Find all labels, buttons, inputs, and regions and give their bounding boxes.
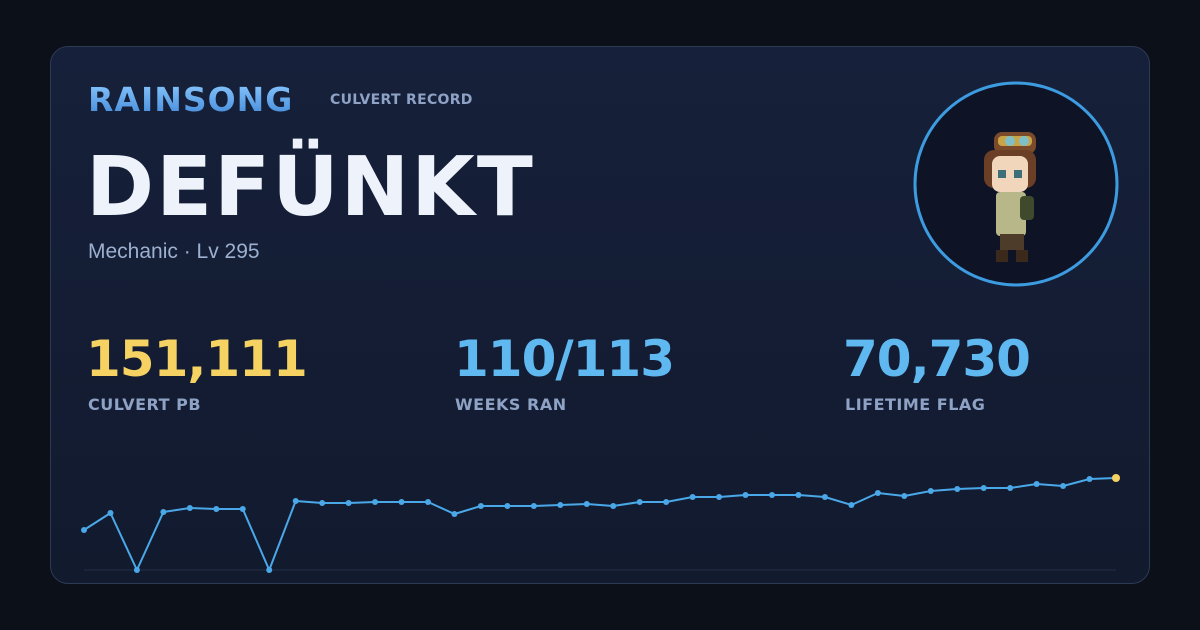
data-point — [663, 498, 670, 505]
sparkline — [83, 477, 1117, 571]
data-point — [372, 498, 379, 505]
data-point — [213, 505, 220, 512]
data-point — [530, 503, 537, 510]
data-point — [716, 494, 723, 501]
stat-value: 70,730 — [843, 330, 1031, 388]
data-point — [1033, 480, 1040, 487]
player-meta: Mechanic · Lv 295 — [88, 240, 260, 263]
data-point — [266, 567, 273, 573]
data-point — [583, 501, 590, 508]
data-point — [795, 491, 802, 498]
data-point — [319, 500, 326, 507]
data-point — [954, 486, 961, 493]
data-point — [821, 494, 828, 501]
data-point — [292, 498, 299, 505]
data-point — [980, 484, 987, 491]
data-point — [1112, 474, 1120, 482]
data-point — [133, 567, 140, 573]
data-point — [1086, 475, 1093, 482]
data-point — [848, 501, 855, 508]
data-point — [477, 503, 484, 510]
data-point — [557, 501, 564, 508]
player-name: DEFÜNKT — [86, 140, 535, 235]
data-point — [504, 503, 511, 510]
brand: RAINSONG — [88, 80, 294, 119]
data-point — [1060, 482, 1067, 489]
data-point — [186, 505, 193, 512]
data-point — [769, 491, 775, 498]
data-point — [742, 491, 749, 498]
data-point — [689, 494, 696, 501]
data-point — [345, 500, 352, 507]
subtitle: CULVERT RECORD — [330, 92, 473, 108]
data-point — [610, 503, 617, 510]
stat-label: CULVERT PB — [88, 395, 202, 414]
data-point — [901, 493, 908, 500]
data-point — [451, 510, 458, 517]
data-point — [927, 487, 934, 494]
data-point — [160, 508, 167, 515]
avatar — [913, 81, 1119, 287]
data-point — [81, 527, 87, 534]
stat-value: 110/113 — [454, 330, 675, 388]
stat-label: WEEKS RAN — [455, 395, 567, 414]
data-point — [239, 505, 246, 512]
stat-value: 151,111 — [86, 330, 308, 388]
data-point — [636, 498, 643, 505]
data-point — [425, 498, 431, 505]
data-point — [874, 489, 881, 496]
data-point — [398, 498, 405, 505]
data-point — [1007, 484, 1014, 491]
stat-label: LIFETIME FLAG — [845, 395, 986, 414]
data-point — [107, 510, 114, 517]
